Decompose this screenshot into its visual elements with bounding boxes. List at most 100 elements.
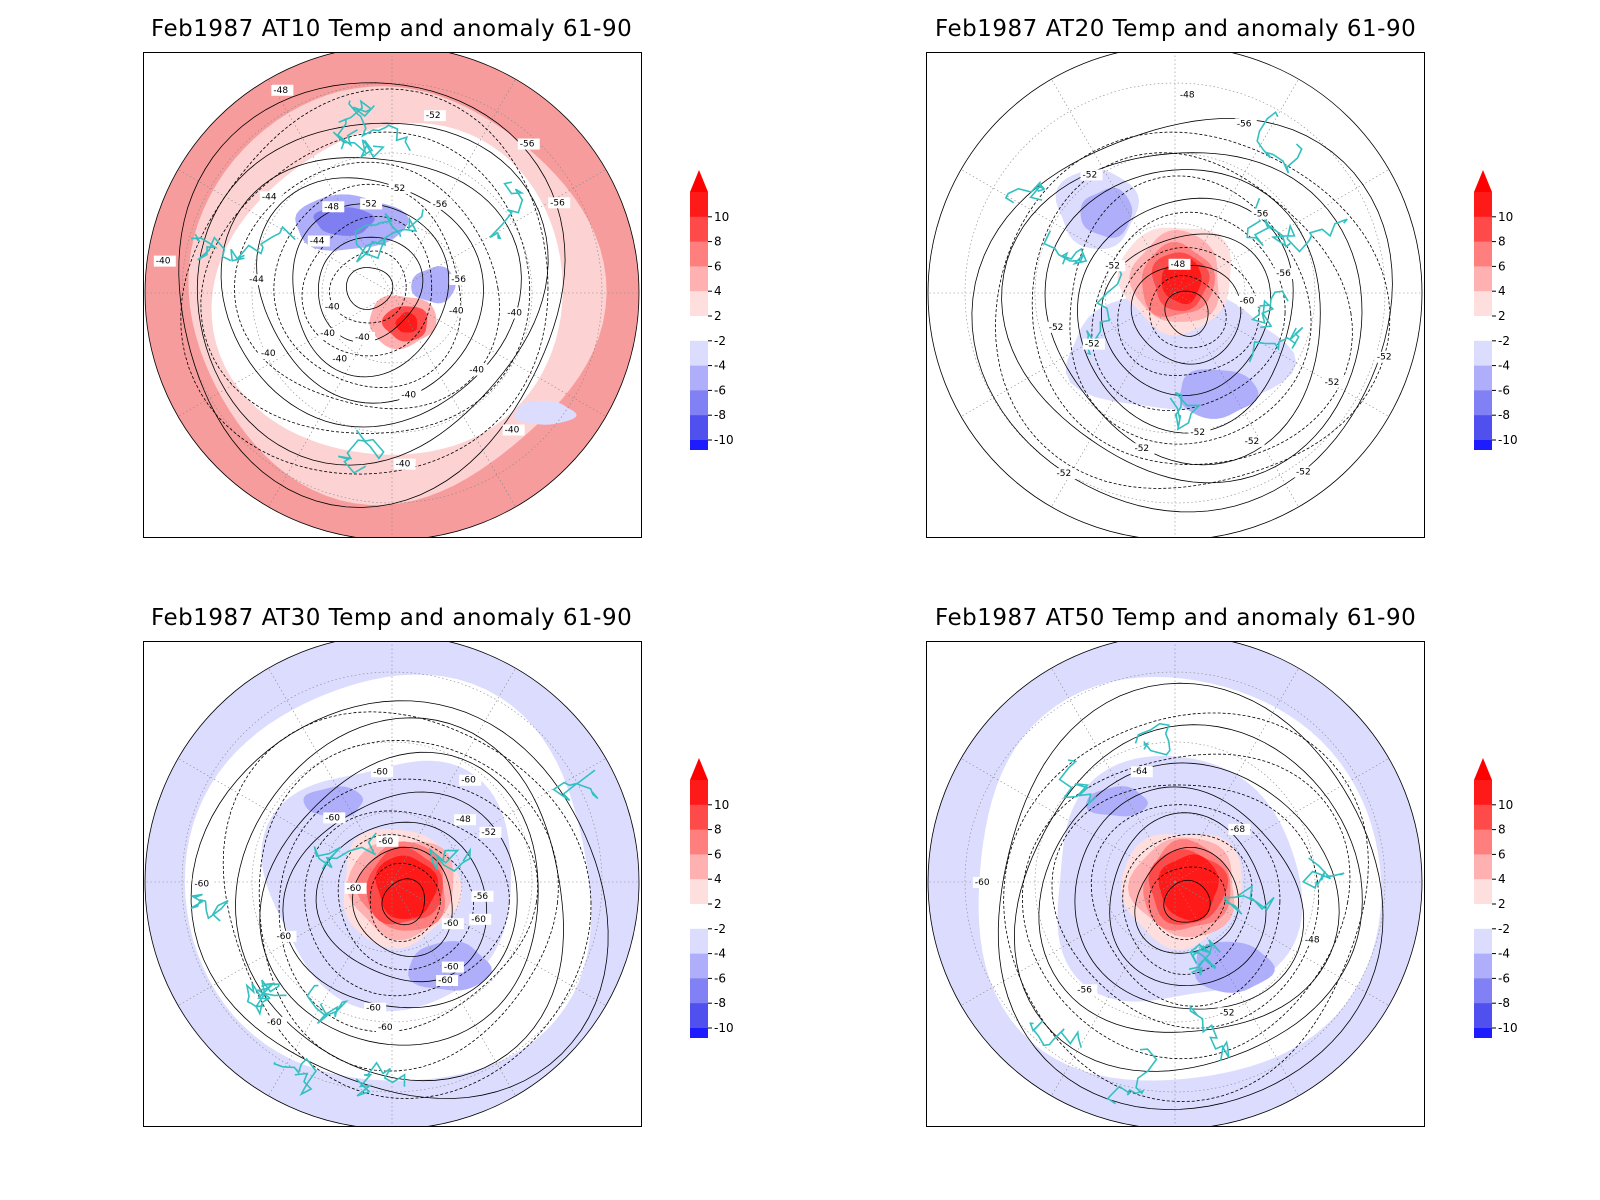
contour-label: -44 <box>259 191 282 203</box>
contour-label-text: -56 <box>520 140 535 150</box>
colorbar-label: 6 <box>714 847 722 861</box>
contour-label: -44 <box>247 274 270 286</box>
contour-label: -60 <box>972 876 995 888</box>
temperature-contour <box>220 157 522 428</box>
meridian-line <box>391 667 516 883</box>
meridian-line <box>1174 667 1299 883</box>
map-disc: -52 -52 -52 -52 -52 -52 -52 -52 -52 -52 -52 -48 -48 -… <box>928 53 1422 537</box>
colorbar-label: -8 <box>1498 408 1510 422</box>
temperature-contour <box>180 88 549 475</box>
colorbar-swatch <box>1474 854 1492 880</box>
contour-label: -44 <box>307 235 330 247</box>
colorbar-swatch <box>1474 440 1492 450</box>
contour-label-text: -60 <box>471 915 486 925</box>
contour-label: -60 <box>192 878 215 890</box>
temperature-contour <box>282 791 518 1009</box>
meridian-line <box>960 169 1176 294</box>
colorbar-label: 8 <box>1498 235 1506 249</box>
colorbar-swatch <box>1474 291 1492 317</box>
colorbar-swatch <box>1474 316 1492 342</box>
colorbar-top-arrow <box>690 170 708 192</box>
latitude-circle <box>964 671 1386 1093</box>
anomaly-blob <box>303 786 364 818</box>
anomaly-blob <box>1179 369 1259 419</box>
meridian-line <box>1174 881 1390 1006</box>
meridian-line <box>391 881 607 1006</box>
contour-label-text: -60 <box>373 767 388 777</box>
anomaly-blob <box>1195 941 1275 993</box>
temperature-contour <box>301 215 433 357</box>
contour-label: -56 <box>517 138 540 150</box>
polar-map: -48 -52 -56 -60 -64 -68 <box>927 642 1423 1126</box>
colorbar-label: -10 <box>1498 1021 1518 1035</box>
colorbar-swatch <box>690 266 708 292</box>
contour-label-text: -40 <box>325 302 340 312</box>
colorbar-label: 6 <box>714 259 722 273</box>
colorbar-swatch <box>1474 241 1492 267</box>
temperature-contour <box>1001 152 1363 484</box>
colorbar-label: 8 <box>1498 823 1506 837</box>
meridian-line <box>960 881 1176 1006</box>
temperature-contour <box>1074 786 1305 1010</box>
contour-label-text: -52 <box>426 111 441 121</box>
meridian-line <box>1174 881 1299 1097</box>
colorbar-label: -8 <box>1498 996 1510 1010</box>
contour-label: -56 <box>449 273 472 285</box>
colorbar-swatch <box>1474 340 1492 367</box>
contour-label-text: -56 <box>1254 210 1269 220</box>
coastline <box>1246 197 1291 248</box>
contour-label: -60 <box>436 975 459 987</box>
coastline <box>1134 722 1171 756</box>
meridian-line <box>1051 881 1176 1097</box>
contour-label: -40 <box>153 255 176 267</box>
contour-label-text: -56 <box>473 892 488 902</box>
colorbar-label: -10 <box>1498 433 1518 447</box>
coastline <box>1004 180 1046 204</box>
temperature-contour <box>328 250 407 324</box>
contour-label: -48 <box>1302 934 1325 946</box>
coastline <box>355 1061 406 1097</box>
coastline <box>1221 884 1275 915</box>
contour-label-text: -56 <box>1237 119 1252 129</box>
contour-label: -40 <box>393 458 416 470</box>
contour-label-text: -60 <box>325 813 340 823</box>
colorbar-label: -4 <box>714 947 726 961</box>
contour-label: -52 <box>1054 468 1077 480</box>
contour-label-text: -40 <box>332 355 347 365</box>
map-edge <box>144 642 640 1126</box>
colorbar-swatch <box>1474 365 1492 391</box>
contour-label-text: -60 <box>461 776 476 786</box>
contour-label-text: -52 <box>362 199 377 209</box>
temperature-contour <box>381 878 425 926</box>
contour-label-text: -52 <box>1083 170 1098 180</box>
map-edge <box>927 642 1423 1126</box>
contour-label-text: -40 <box>507 308 522 318</box>
contour-label: -60 <box>469 913 492 925</box>
coastline <box>428 847 472 872</box>
contour-label: -40 <box>322 301 345 313</box>
colorbar-label: 6 <box>1498 847 1506 861</box>
contour-label-text: -40 <box>396 460 411 470</box>
contour-label-text: -40 <box>505 425 520 435</box>
colorbar-label: -8 <box>714 996 726 1010</box>
anomaly-blob <box>375 855 439 919</box>
contour-label-text: -52 <box>1296 467 1311 477</box>
contour-label: -56 <box>430 198 453 210</box>
contour-label-text: -56 <box>433 200 448 210</box>
meridian-line <box>391 169 607 294</box>
panel-title: Feb1987 AT10 Temp and anomaly 61-90 <box>151 16 633 42</box>
colorbar-swatch <box>690 829 708 855</box>
coastline <box>1043 230 1088 265</box>
contour-label-text: -60 <box>378 837 393 847</box>
colorbar-label: -6 <box>1498 971 1510 985</box>
meridian-line <box>1174 758 1390 883</box>
temperature-contour <box>304 810 510 997</box>
contour-label-text: -56 <box>451 275 466 285</box>
contour-label: -52 <box>1242 435 1265 447</box>
anomaly-blob <box>1158 854 1219 922</box>
colorbar-swatch <box>690 340 708 367</box>
coastline <box>245 982 275 1008</box>
temperature-contour <box>1031 152 1353 465</box>
contour-label-text: -60 <box>347 884 362 894</box>
contour-label: -52 <box>1217 1007 1240 1019</box>
